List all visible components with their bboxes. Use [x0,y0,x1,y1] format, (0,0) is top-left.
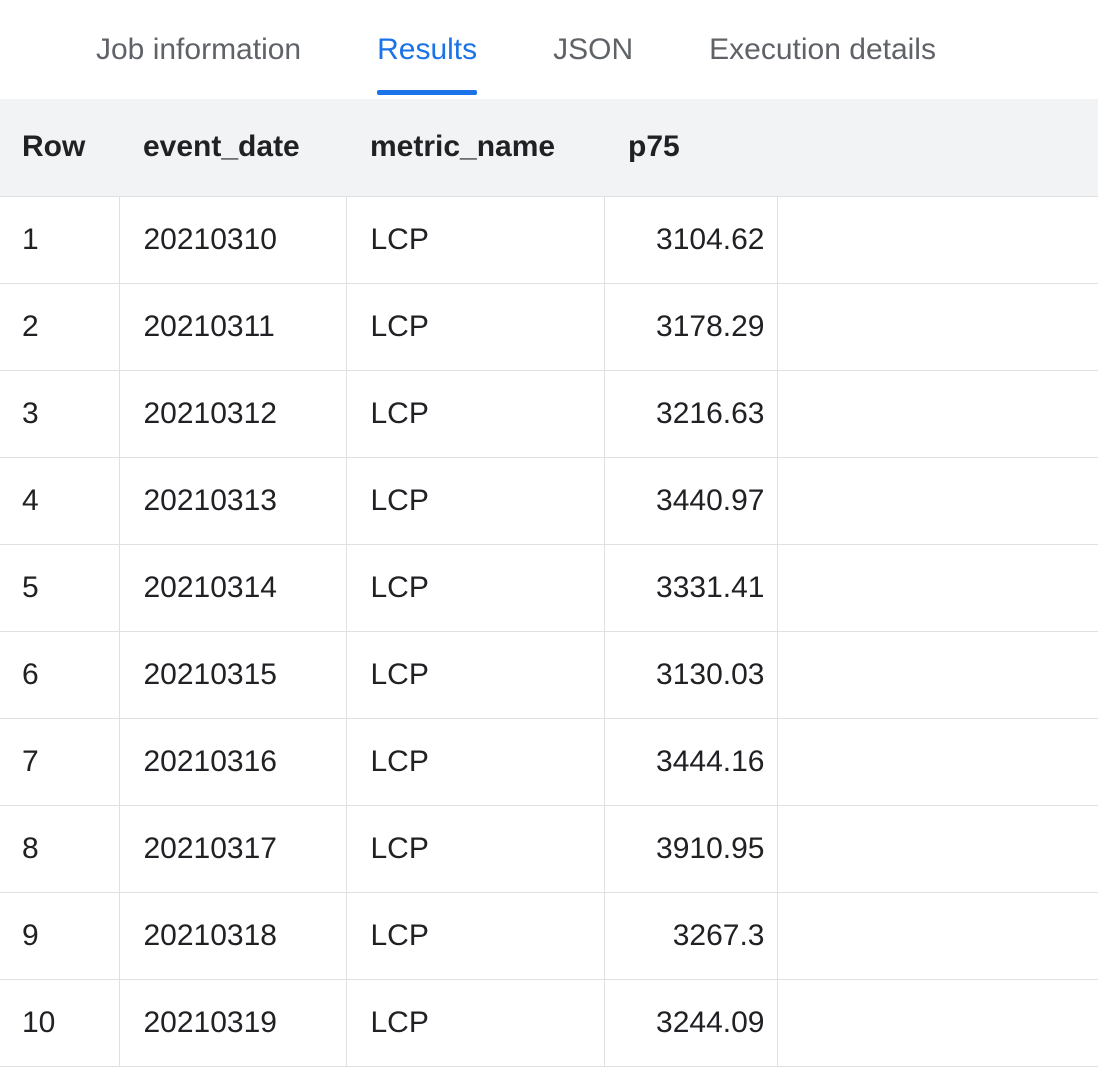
tab-json[interactable]: JSON [553,0,633,99]
cell-p75: 3178.29 [604,283,778,371]
cell-event-date: 20210317 [119,805,347,893]
tab-results[interactable]: Results [377,0,478,99]
cell-metric-name: LCP [346,718,605,806]
cell-p75: 3444.16 [604,718,778,806]
column-header-metric-name: metric_name [346,99,604,197]
cell-p75: 3216.63 [604,370,778,458]
cell-filler [777,457,1098,545]
cell-event-date: 20210311 [119,283,347,371]
cell-metric-name: LCP [346,892,605,980]
cell-p75: 3331.41 [604,544,778,632]
tab-results-label: Results [377,32,478,66]
cell-event-date: 20210310 [119,196,347,284]
cell-row-number: 6 [0,631,120,719]
table-row: 7 20210316 LCP 3444.16 [0,718,1098,806]
cell-filler [777,544,1098,632]
cell-filler [777,283,1098,371]
cell-filler [777,805,1098,893]
cell-row-number: 8 [0,805,120,893]
tab-job-information[interactable]: Job information [96,0,301,99]
cell-row-number: 5 [0,544,120,632]
table-row: 4 20210313 LCP 3440.97 [0,457,1098,545]
results-table: Row event_date metric_name p75 1 2021031… [0,99,1098,1067]
cell-filler [777,196,1098,284]
tab-execution-details-label: Execution details [709,32,936,66]
cell-row-number: 3 [0,370,120,458]
tab-json-label: JSON [553,32,634,66]
column-header-p75: p75 [604,99,777,197]
column-header-filler [777,99,1098,197]
cell-filler [777,718,1098,806]
table-row: 9 20210318 LCP 3267.3 [0,892,1098,980]
cell-row-number: 1 [0,196,120,284]
results-tab-bar: Job information Results JSON Execution d… [0,0,1098,99]
cell-event-date: 20210313 [119,457,347,545]
cell-metric-name: LCP [346,805,605,893]
cell-row-number: 2 [0,283,120,371]
cell-filler [777,979,1098,1067]
cell-p75: 3267.3 [604,892,778,980]
cell-metric-name: LCP [346,544,605,632]
cell-event-date: 20210318 [119,892,347,980]
active-tab-underline [377,90,478,95]
cell-event-date: 20210314 [119,544,347,632]
cell-row-number: 7 [0,718,120,806]
cell-metric-name: LCP [346,196,605,284]
column-header-row: Row event_date metric_name p75 [0,99,1098,197]
cell-metric-name: LCP [346,457,605,545]
cell-metric-name: LCP [346,979,605,1067]
column-header-row-number: Row [0,99,119,197]
table-row: 10 20210319 LCP 3244.09 [0,979,1098,1067]
cell-event-date: 20210316 [119,718,347,806]
cell-row-number: 10 [0,979,120,1067]
cell-row-number: 4 [0,457,120,545]
cell-event-date: 20210315 [119,631,347,719]
tab-execution-details[interactable]: Execution details [709,0,936,99]
table-row: 1 20210310 LCP 3104.62 [0,196,1098,284]
cell-event-date: 20210319 [119,979,347,1067]
cell-p75: 3244.09 [604,979,778,1067]
tab-job-information-label: Job information [96,32,302,66]
cell-filler [777,370,1098,458]
table-row: 2 20210311 LCP 3178.29 [0,283,1098,371]
cell-metric-name: LCP [346,631,605,719]
cell-row-number: 9 [0,892,120,980]
cell-p75: 3104.62 [604,196,778,284]
cell-p75: 3440.97 [604,457,778,545]
column-header-event-date: event_date [119,99,346,197]
cell-filler [777,892,1098,980]
cell-p75: 3910.95 [604,805,778,893]
cell-p75: 3130.03 [604,631,778,719]
table-row: 8 20210317 LCP 3910.95 [0,805,1098,893]
cell-event-date: 20210312 [119,370,347,458]
table-row: 5 20210314 LCP 3331.41 [0,544,1098,632]
cell-metric-name: LCP [346,283,605,371]
cell-metric-name: LCP [346,370,605,458]
cell-filler [777,631,1098,719]
table-row: 3 20210312 LCP 3216.63 [0,370,1098,458]
table-row: 6 20210315 LCP 3130.03 [0,631,1098,719]
